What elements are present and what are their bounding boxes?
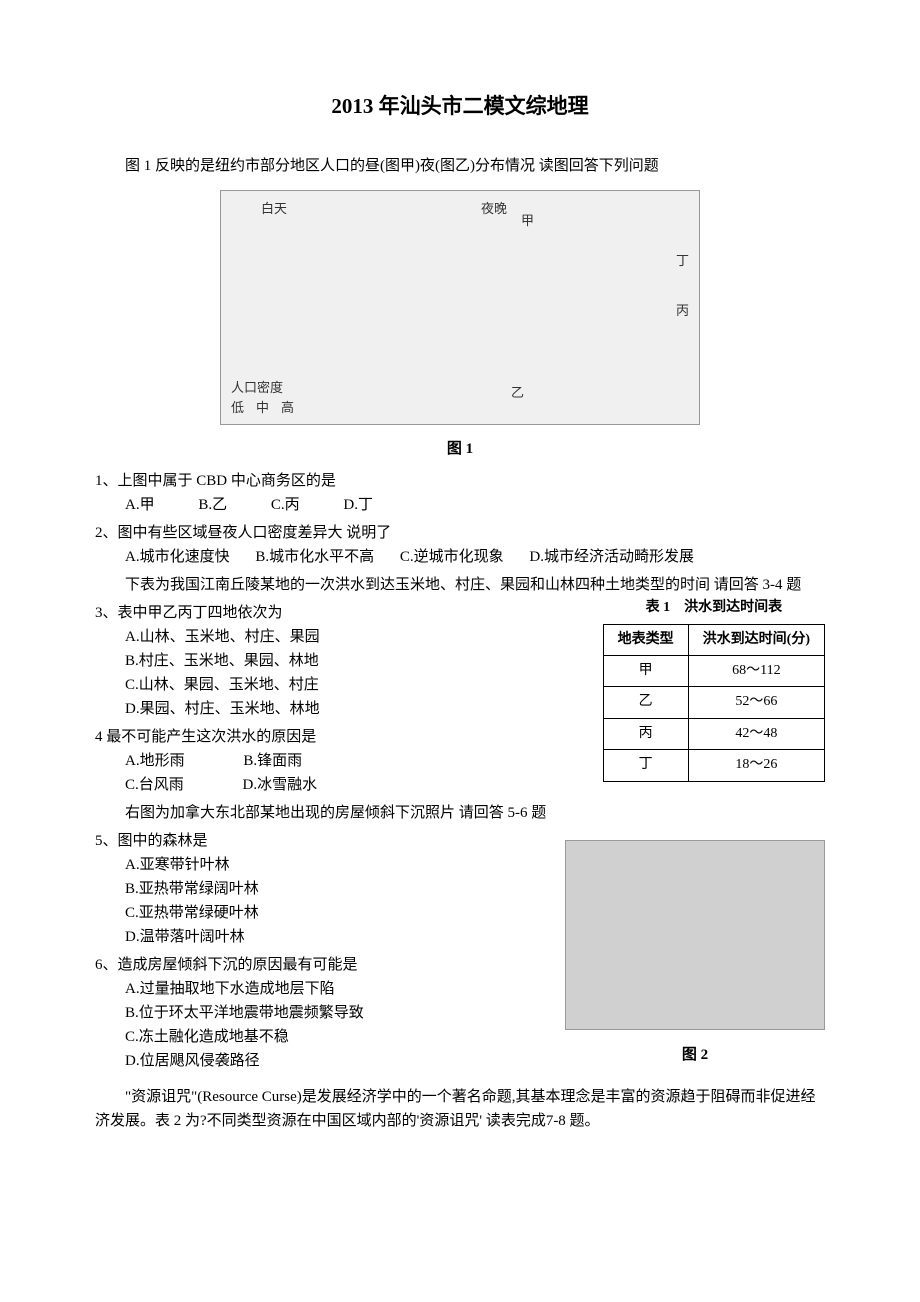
q4-option-d: D.冰雪融水: [243, 773, 318, 797]
question-4: 4 最不可能产生这次洪水的原因是: [95, 725, 583, 749]
label-ding: 丁: [676, 251, 689, 272]
label-jia: 甲: [521, 211, 534, 232]
label-night: 夜晚: [481, 199, 507, 220]
q2-option-c: C.逆城市化现象: [400, 545, 504, 569]
intro-1: 图 1 反映的是纽约市部分地区人口的昼(图甲)夜(图乙)分布情况 读图回答下列问…: [95, 154, 825, 178]
q1-option-b: B.乙: [198, 493, 227, 517]
q2-option-a: A.城市化速度快: [125, 545, 230, 569]
question-5: 5、图中的森林是: [95, 829, 545, 853]
q6-option-c: C.冻土融化造成地基不稳: [95, 1025, 545, 1049]
q6-option-a: A.过量抽取地下水造成地层下陷: [95, 977, 545, 1001]
label-bing: 丙: [676, 301, 689, 322]
question-6: 6、造成房屋倾斜下沉的原因最有可能是: [95, 953, 545, 977]
q4-option-a: A.地形雨: [125, 749, 185, 773]
q4-option-b: B.锋面雨: [243, 749, 302, 773]
label-day: 白天: [261, 199, 287, 220]
q2-option-d: D.城市经济活动畸形发展: [529, 545, 694, 569]
q1-option-d: D.丁: [343, 493, 373, 517]
figure-2-image: [565, 840, 825, 1030]
table-cell: 42～48: [688, 718, 824, 749]
figure-1-caption: 图 1: [95, 437, 825, 461]
q3-option-a: A.山林、玉米地、村庄、果园: [95, 625, 583, 649]
q6-option-b: B.位于环太平洋地震带地震频繁导致: [95, 1001, 545, 1025]
question-2-options: A.城市化速度快 B.城市化水平不高 C.逆城市化现象 D.城市经济活动畸形发展: [95, 545, 825, 569]
table-1-col1: 地表类型: [603, 624, 688, 655]
label-low: 低: [231, 398, 244, 419]
table-cell: 乙: [603, 687, 688, 718]
question-1: 1、上图中属于 CBD 中心商务区的是: [95, 469, 825, 493]
question-3: 3、表中甲乙丙丁四地依次为: [95, 601, 583, 625]
q5-option-c: C.亚热带常绿硬叶林: [95, 901, 545, 925]
label-density: 人口密度: [231, 378, 283, 399]
table-cell: 丙: [603, 718, 688, 749]
figure-1-container: 白天 夜晚 甲 丁 丙 乙 人口密度 低 中 高 图 1: [95, 190, 825, 462]
table-cell: 52～66: [688, 687, 824, 718]
q2-option-b: B.城市化水平不高: [255, 545, 374, 569]
table-1-title: 表 1 洪水到达时间表: [603, 597, 825, 619]
table-1-col2: 洪水到达时间(分): [688, 624, 824, 655]
figure-2-caption: 图 2: [565, 1043, 825, 1067]
question-1-options: A.甲 B.乙 C.丙 D.丁: [95, 493, 825, 517]
intro-3: 右图为加拿大东北部某地出现的房屋倾斜下沉照片 请回答 5-6 题: [95, 801, 825, 825]
question-4-options-1: A.地形雨 B.锋面雨: [95, 749, 583, 773]
q3-option-b: B.村庄、玉米地、果园、林地: [95, 649, 583, 673]
table-cell: 68～112: [688, 655, 824, 686]
table-row: 丁 18～26: [603, 750, 824, 781]
q3-option-d: D.果园、村庄、玉米地、林地: [95, 697, 583, 721]
q3-option-c: C.山林、果园、玉米地、村庄: [95, 673, 583, 697]
q1-option-c: C.丙: [271, 493, 300, 517]
label-high: 高: [281, 398, 294, 419]
figure-1-image: 白天 夜晚 甲 丁 丙 乙 人口密度 低 中 高: [220, 190, 700, 425]
table-row: 乙 52～66: [603, 687, 824, 718]
table-cell: 甲: [603, 655, 688, 686]
q1-option-a: A.甲: [125, 493, 155, 517]
table-cell: 丁: [603, 750, 688, 781]
table-row: 甲 68～112: [603, 655, 824, 686]
question-2: 2、图中有些区域昼夜人口密度差异大 说明了: [95, 521, 825, 545]
paragraph-7: "资源诅咒"(Resource Curse)是发展经济学中的一个著名命题,其基本…: [95, 1085, 825, 1133]
label-yi: 乙: [511, 383, 524, 404]
q5-option-a: A.亚寒带针叶林: [95, 853, 545, 877]
label-mid: 中: [256, 398, 269, 419]
table-cell: 18～26: [688, 750, 824, 781]
table-row: 丙 42～48: [603, 718, 824, 749]
intro-2: 下表为我国江南丘陵某地的一次洪水到达玉米地、村庄、果园和山林四种土地类型的时间 …: [95, 573, 825, 597]
q5-option-d: D.温带落叶阔叶林: [95, 925, 545, 949]
q5-option-b: B.亚热带常绿阔叶林: [95, 877, 545, 901]
table-1: 地表类型 洪水到达时间(分) 甲 68～112 乙 52～66 丙 42～48 …: [603, 624, 825, 782]
page-title: 2013 年汕头市二模文综地理: [95, 90, 825, 124]
q6-option-d: D.位居飓风侵袭路径: [95, 1049, 545, 1073]
q4-option-c: C.台风雨: [125, 773, 184, 797]
question-4-options-2: C.台风雨 D.冰雪融水: [95, 773, 583, 797]
